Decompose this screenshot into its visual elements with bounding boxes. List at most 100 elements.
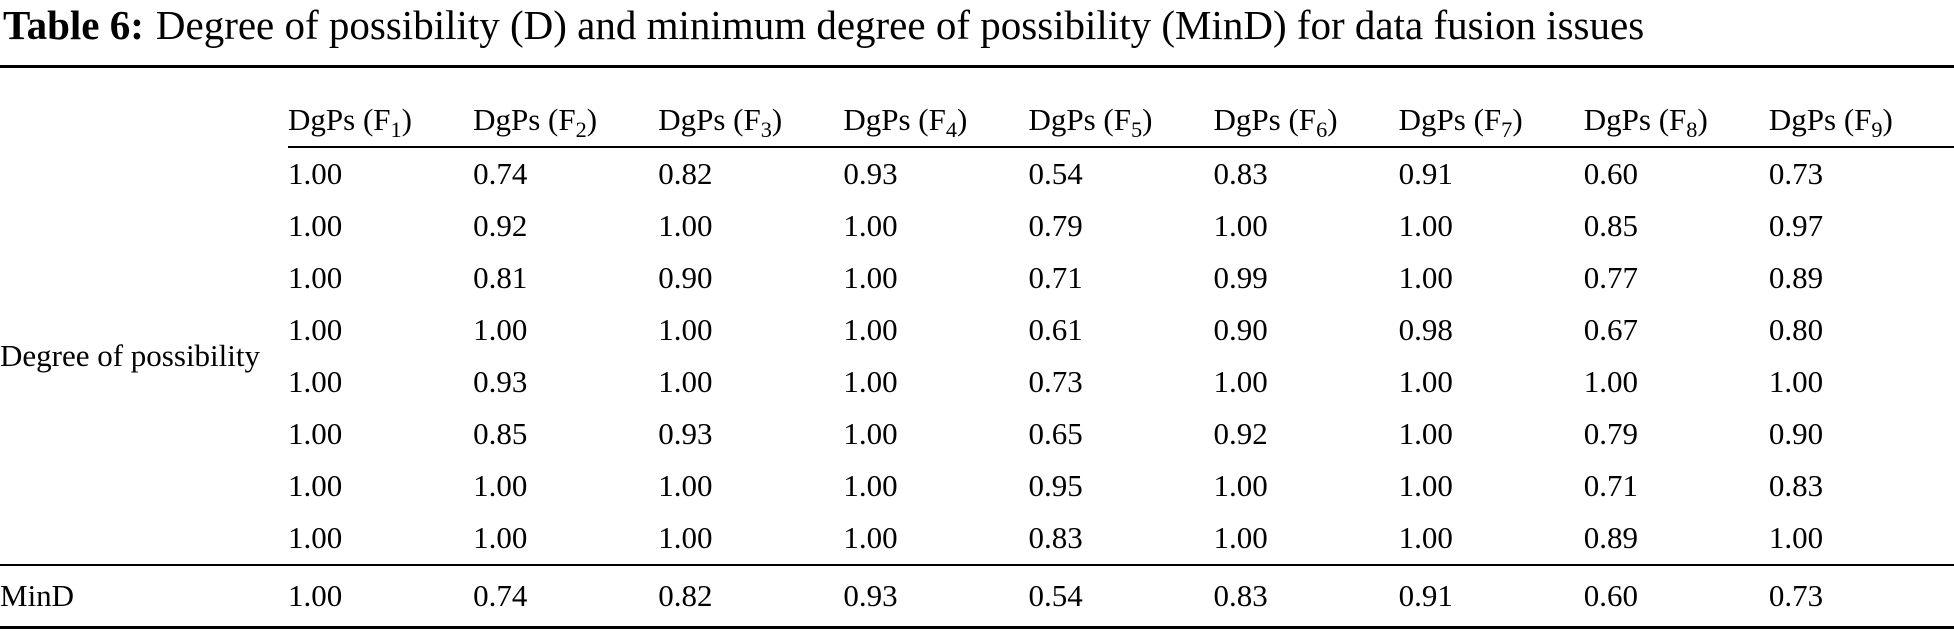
table-cell: 1.00 [1213, 208, 1268, 244]
table-cell: 1.00 [473, 520, 528, 556]
table-cell: 1.00 [843, 364, 898, 400]
table-cell: 0.82 [658, 156, 713, 192]
table-cell: 0.83 [1028, 520, 1083, 556]
table-cell: 0.93 [658, 416, 713, 452]
table-cell: 0.95 [1028, 468, 1083, 504]
table-cell: 0.77 [1583, 260, 1639, 296]
column-header-f7: DgPs (F7) [1398, 66, 1584, 149]
column-header-f5: DgPs (F5) [1028, 66, 1214, 149]
table-cell: 1.00 [658, 312, 713, 348]
table-cell: 1.00 [288, 416, 343, 452]
row-group-label: Degree of possibility [0, 337, 261, 373]
mind-cell: 0.93 [843, 564, 1029, 628]
table-row: 1.00 0.85 0.93 1.00 0.65 0.92 1.00 0.79 0.90 [0, 408, 1954, 460]
table-cell: 1.00 [473, 468, 528, 504]
table-cell: 0.67 [1583, 312, 1639, 348]
table-caption-text: Degree of possibility (D) and minimum de… [155, 2, 1645, 48]
table-row: 1.00 1.00 1.00 1.00 0.61 0.90 0.98 0.67 0.80 [0, 304, 1954, 356]
table-cell: 0.71 [1028, 260, 1083, 296]
table-row: 1.00 1.00 1.00 1.00 0.83 1.00 1.00 0.89 1.00 [0, 512, 1954, 565]
mind-cell: 0.54 [1028, 564, 1214, 628]
table-row: 1.00 1.00 1.00 1.00 0.95 1.00 1.00 0.71 0.83 [0, 460, 1954, 512]
table-row: 1.00 0.92 1.00 1.00 0.79 1.00 1.00 0.85 0.97 [0, 200, 1954, 252]
table-cell: 0.73 [1028, 364, 1083, 400]
table-cell: 1.00 [288, 156, 343, 192]
mind-cell: 1.00 [288, 564, 474, 628]
table-cell: 1.00 [843, 312, 898, 348]
table-cell: 1.00 [288, 208, 343, 244]
column-header-f3: DgPs (F3) [658, 66, 844, 149]
table-header: DgPs (F1) DgPs (F2) DgPs (F3) DgPs (F4) DgPs… [0, 66, 1954, 149]
table-cell: 1.00 [1398, 416, 1453, 452]
mind-cell: 0.82 [658, 564, 844, 628]
table-cell: 0.91 [1398, 156, 1453, 192]
possibility-table: DgPs (F1) DgPs (F2) DgPs (F3) DgPs (F4) DgPs… [0, 65, 1954, 630]
table-cell: 1.00 [658, 468, 713, 504]
mind-label: MinD [0, 564, 288, 628]
table-cell: 0.92 [473, 208, 528, 244]
table-cell: 0.80 [1768, 312, 1824, 348]
mind-cell: 0.60 [1583, 564, 1769, 628]
table-cell: 1.00 [288, 364, 343, 400]
table-cell: 1.00 [843, 468, 898, 504]
table-cell: 1.00 [843, 208, 898, 244]
column-header-f8: DgPs (F8) [1583, 66, 1769, 149]
table-cell: 0.79 [1028, 208, 1083, 244]
table-cell: 0.89 [1768, 260, 1824, 296]
table-caption: Table 6: Degree of possibility (D) and mi… [0, 0, 1954, 49]
column-header-f4: DgPs (F4) [843, 66, 1029, 149]
table-cell: 0.92 [1213, 416, 1268, 452]
table-cell: 0.60 [1583, 156, 1639, 192]
column-header-f9: DgPs (F9) [1768, 66, 1954, 149]
table-cell: 1.00 [1398, 208, 1453, 244]
mind-cell: 0.83 [1213, 564, 1399, 628]
table-cell: 1.00 [1213, 520, 1268, 556]
table-cell: 1.00 [288, 520, 343, 556]
table-cell: 1.00 [1213, 364, 1268, 400]
table-cell: 1.00 [288, 468, 343, 504]
table-header-row: DgPs (F1) DgPs (F2) DgPs (F3) DgPs (F4) DgPs… [0, 66, 1954, 149]
table-cell: 0.83 [1768, 468, 1824, 504]
column-header-f1: DgPs (F1) [288, 66, 474, 149]
table-cell: 0.65 [1028, 416, 1083, 452]
table-cell: 0.98 [1398, 312, 1453, 348]
table-cell: 0.85 [1583, 208, 1639, 244]
table-cell: 1.00 [1398, 260, 1453, 296]
table-cell: 1.00 [658, 208, 713, 244]
table-cell: 1.00 [288, 260, 343, 296]
table-cell: 1.00 [1398, 468, 1453, 504]
table-cell: 0.97 [1768, 208, 1824, 244]
table-cell: 1.00 [843, 260, 898, 296]
table-cell: 0.71 [1583, 468, 1639, 504]
header-label-spacer [0, 67, 288, 148]
table-cell: 0.85 [473, 416, 528, 452]
table-cell: 1.00 [1768, 520, 1824, 556]
table-row: 1.00 0.93 1.00 1.00 0.73 1.00 1.00 1.00 1.00 [0, 356, 1954, 408]
table-cell: 0.61 [1028, 312, 1083, 348]
table-cell: 1.00 [1213, 468, 1268, 504]
table-cell: 1.00 [1398, 364, 1453, 400]
mind-cell: 0.74 [473, 564, 659, 628]
column-header-f2: DgPs (F2) [473, 66, 659, 149]
table-body: Degree of possibility 1.00 0.74 0.82 0.93 0.5… [0, 147, 1954, 628]
column-header-f6: DgPs (F6) [1213, 66, 1399, 149]
table-cell: 0.89 [1583, 520, 1639, 556]
table-cell: 0.73 [1768, 156, 1824, 192]
table-cell: 1.00 [288, 312, 343, 348]
table-cell: 1.00 [658, 520, 713, 556]
table-cell: 1.00 [1398, 520, 1453, 556]
table-cell: 1.00 [473, 312, 528, 348]
table-cell: 0.93 [843, 156, 898, 192]
table-cell: 0.54 [1028, 156, 1083, 192]
table-cell: 0.83 [1213, 156, 1268, 192]
table-cell: 0.90 [658, 260, 713, 296]
table-cell: 1.00 [843, 520, 898, 556]
table-caption-label: Table 6: [3, 2, 144, 48]
table-cell: 1.00 [1583, 364, 1639, 400]
table-cell: 0.90 [1213, 312, 1268, 348]
table-row: 1.00 0.81 0.90 1.00 0.71 0.99 1.00 0.77 0.89 [0, 252, 1954, 304]
table-cell: 1.00 [658, 364, 713, 400]
table-cell: 0.79 [1583, 416, 1639, 452]
table-cell: 0.93 [473, 364, 528, 400]
